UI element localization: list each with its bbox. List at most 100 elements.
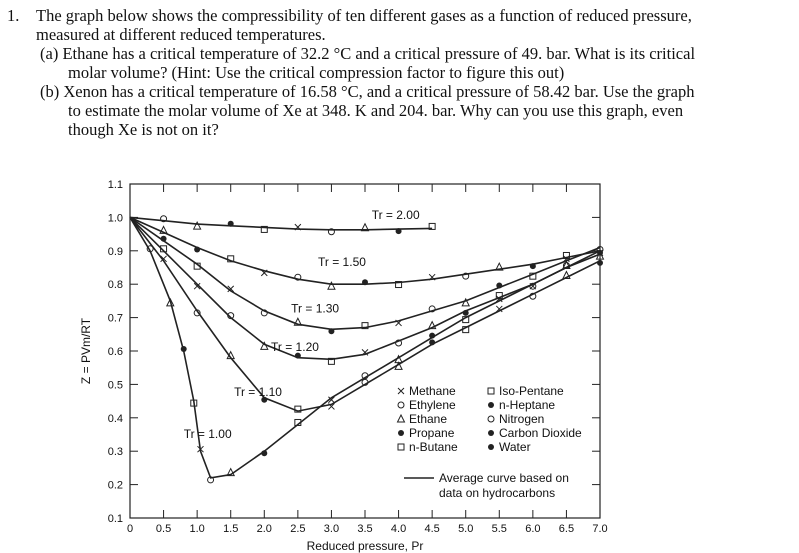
y-tick-label: 1.0 bbox=[108, 212, 123, 224]
problem-line-2: measured at different reduced temperatur… bbox=[36, 25, 326, 44]
data-point bbox=[395, 339, 403, 347]
data-point bbox=[394, 361, 403, 370]
data-point bbox=[428, 273, 436, 281]
legend-symbol bbox=[488, 430, 494, 436]
data-point bbox=[227, 255, 235, 263]
data-point bbox=[260, 269, 268, 277]
x-tick-label: 6.5 bbox=[559, 523, 574, 535]
data-point bbox=[395, 281, 403, 289]
curve-tr-1-20 bbox=[129, 216, 601, 361]
curve-tr-2-00 bbox=[129, 216, 433, 231]
legend-entry: Iso-Pentane bbox=[499, 384, 564, 398]
legend-entry: Water bbox=[499, 440, 531, 454]
curve-label: Tr = 2.00 bbox=[372, 208, 420, 222]
data-point bbox=[327, 228, 335, 236]
y-tick-label: 0.6 bbox=[108, 346, 123, 358]
data-point bbox=[192, 220, 202, 230]
y-tick-label: 0.7 bbox=[108, 313, 123, 325]
legend-average-label: Average curve based on bbox=[439, 471, 569, 485]
data-point bbox=[495, 295, 503, 303]
curve-tr-1-30 bbox=[129, 216, 601, 331]
data-point bbox=[395, 228, 402, 235]
legend-entry: Nitrogen bbox=[499, 412, 544, 426]
curve-label: Tr = 1.30 bbox=[291, 302, 339, 316]
legend-entry: Propane bbox=[409, 426, 455, 440]
part-b-line-3: though Xe is not on it? bbox=[68, 120, 219, 139]
data-point bbox=[597, 259, 603, 266]
part-a-line-1: (a) Ethane has a critical temperature of… bbox=[40, 44, 696, 63]
legend-symbol bbox=[397, 401, 405, 409]
data-point bbox=[227, 312, 235, 320]
x-tick-label: 0 bbox=[127, 523, 133, 535]
x-axis-label: Reduced pressure, Pr bbox=[307, 539, 424, 553]
data-point bbox=[160, 255, 167, 263]
y-tick-label: 0.2 bbox=[108, 480, 123, 492]
data-point bbox=[146, 245, 154, 253]
legend-symbol bbox=[488, 444, 494, 450]
data-point bbox=[327, 357, 335, 365]
x-tick-label: 2.5 bbox=[290, 523, 305, 535]
legend-entry: Methane bbox=[409, 384, 456, 398]
data-point bbox=[193, 309, 201, 317]
data-point bbox=[429, 339, 436, 346]
legend-entry: Carbon Dioxide bbox=[499, 426, 582, 440]
legend-entry: n-Butane bbox=[409, 440, 458, 454]
data-point bbox=[595, 251, 605, 260]
data-point bbox=[429, 332, 436, 339]
x-tick-label: 7.0 bbox=[592, 523, 607, 535]
data-point bbox=[160, 215, 168, 223]
data-point bbox=[293, 317, 303, 326]
problem-line-1: The graph below shows the compressibilit… bbox=[36, 6, 692, 25]
legend-entry: n-Heptane bbox=[499, 398, 555, 412]
data-point bbox=[462, 326, 470, 334]
data-point bbox=[361, 372, 369, 380]
data-point bbox=[160, 235, 167, 242]
data-point bbox=[165, 297, 175, 307]
x-tick-label: 4.0 bbox=[391, 523, 406, 535]
part-a-line-2: molar volume? (Hint: Use the critical co… bbox=[68, 63, 565, 82]
data-point bbox=[394, 354, 403, 364]
data-point bbox=[529, 272, 537, 280]
data-point bbox=[227, 285, 235, 293]
x-tick-label: 3.5 bbox=[357, 523, 372, 535]
data-point bbox=[529, 282, 537, 290]
curve-label: Tr = 1.00 bbox=[184, 427, 232, 441]
legend-average-label-2: data on hydrocarbons bbox=[439, 486, 555, 500]
data-point bbox=[260, 225, 268, 233]
data-point bbox=[193, 262, 201, 270]
y-tick-label: 0.4 bbox=[108, 413, 123, 425]
legend-entry: Ethane bbox=[409, 412, 447, 426]
curve-label: Tr = 1.10 bbox=[234, 385, 282, 399]
x-tick-label: 4.5 bbox=[424, 523, 439, 535]
data-point bbox=[226, 350, 236, 360]
data-point bbox=[361, 348, 369, 356]
x-tick-label: 2.0 bbox=[257, 523, 272, 535]
data-point bbox=[395, 319, 402, 327]
data-point bbox=[361, 322, 369, 330]
data-point bbox=[562, 270, 571, 280]
y-tick-label: 1.1 bbox=[108, 179, 123, 191]
part-b-line-2: to estimate the molar volume of Xe at 34… bbox=[68, 101, 684, 120]
data-point bbox=[180, 346, 187, 352]
x-tick-label: 6.0 bbox=[525, 523, 540, 535]
legend-symbol bbox=[396, 413, 406, 423]
legend-entry: Ethylene bbox=[409, 398, 456, 412]
legend-symbol bbox=[398, 430, 404, 436]
data-point bbox=[328, 396, 335, 404]
data-point bbox=[597, 249, 603, 256]
data-point bbox=[361, 378, 369, 386]
data-point bbox=[260, 309, 268, 317]
x-tick-label: 0.5 bbox=[156, 523, 171, 535]
x-tick-label: 5.0 bbox=[458, 523, 473, 535]
data-point bbox=[461, 297, 471, 307]
data-point bbox=[327, 281, 336, 290]
data-point bbox=[462, 309, 469, 316]
compressibility-chart: 0.1 0.2 0.3 0.4 0.5 0.6 0.7 0.8 0.9 1.0 1.1 0 0.5 1.0… bbox=[79, 179, 608, 553]
data-point bbox=[261, 396, 268, 403]
part-b-line-1: (b) Xenon has a critical temperature of … bbox=[40, 82, 695, 101]
legend-symbol bbox=[397, 387, 405, 395]
curve-label: Tr = 1.20 bbox=[271, 340, 319, 354]
data-point bbox=[261, 450, 268, 457]
data-point bbox=[362, 279, 368, 286]
data-point bbox=[193, 282, 201, 290]
